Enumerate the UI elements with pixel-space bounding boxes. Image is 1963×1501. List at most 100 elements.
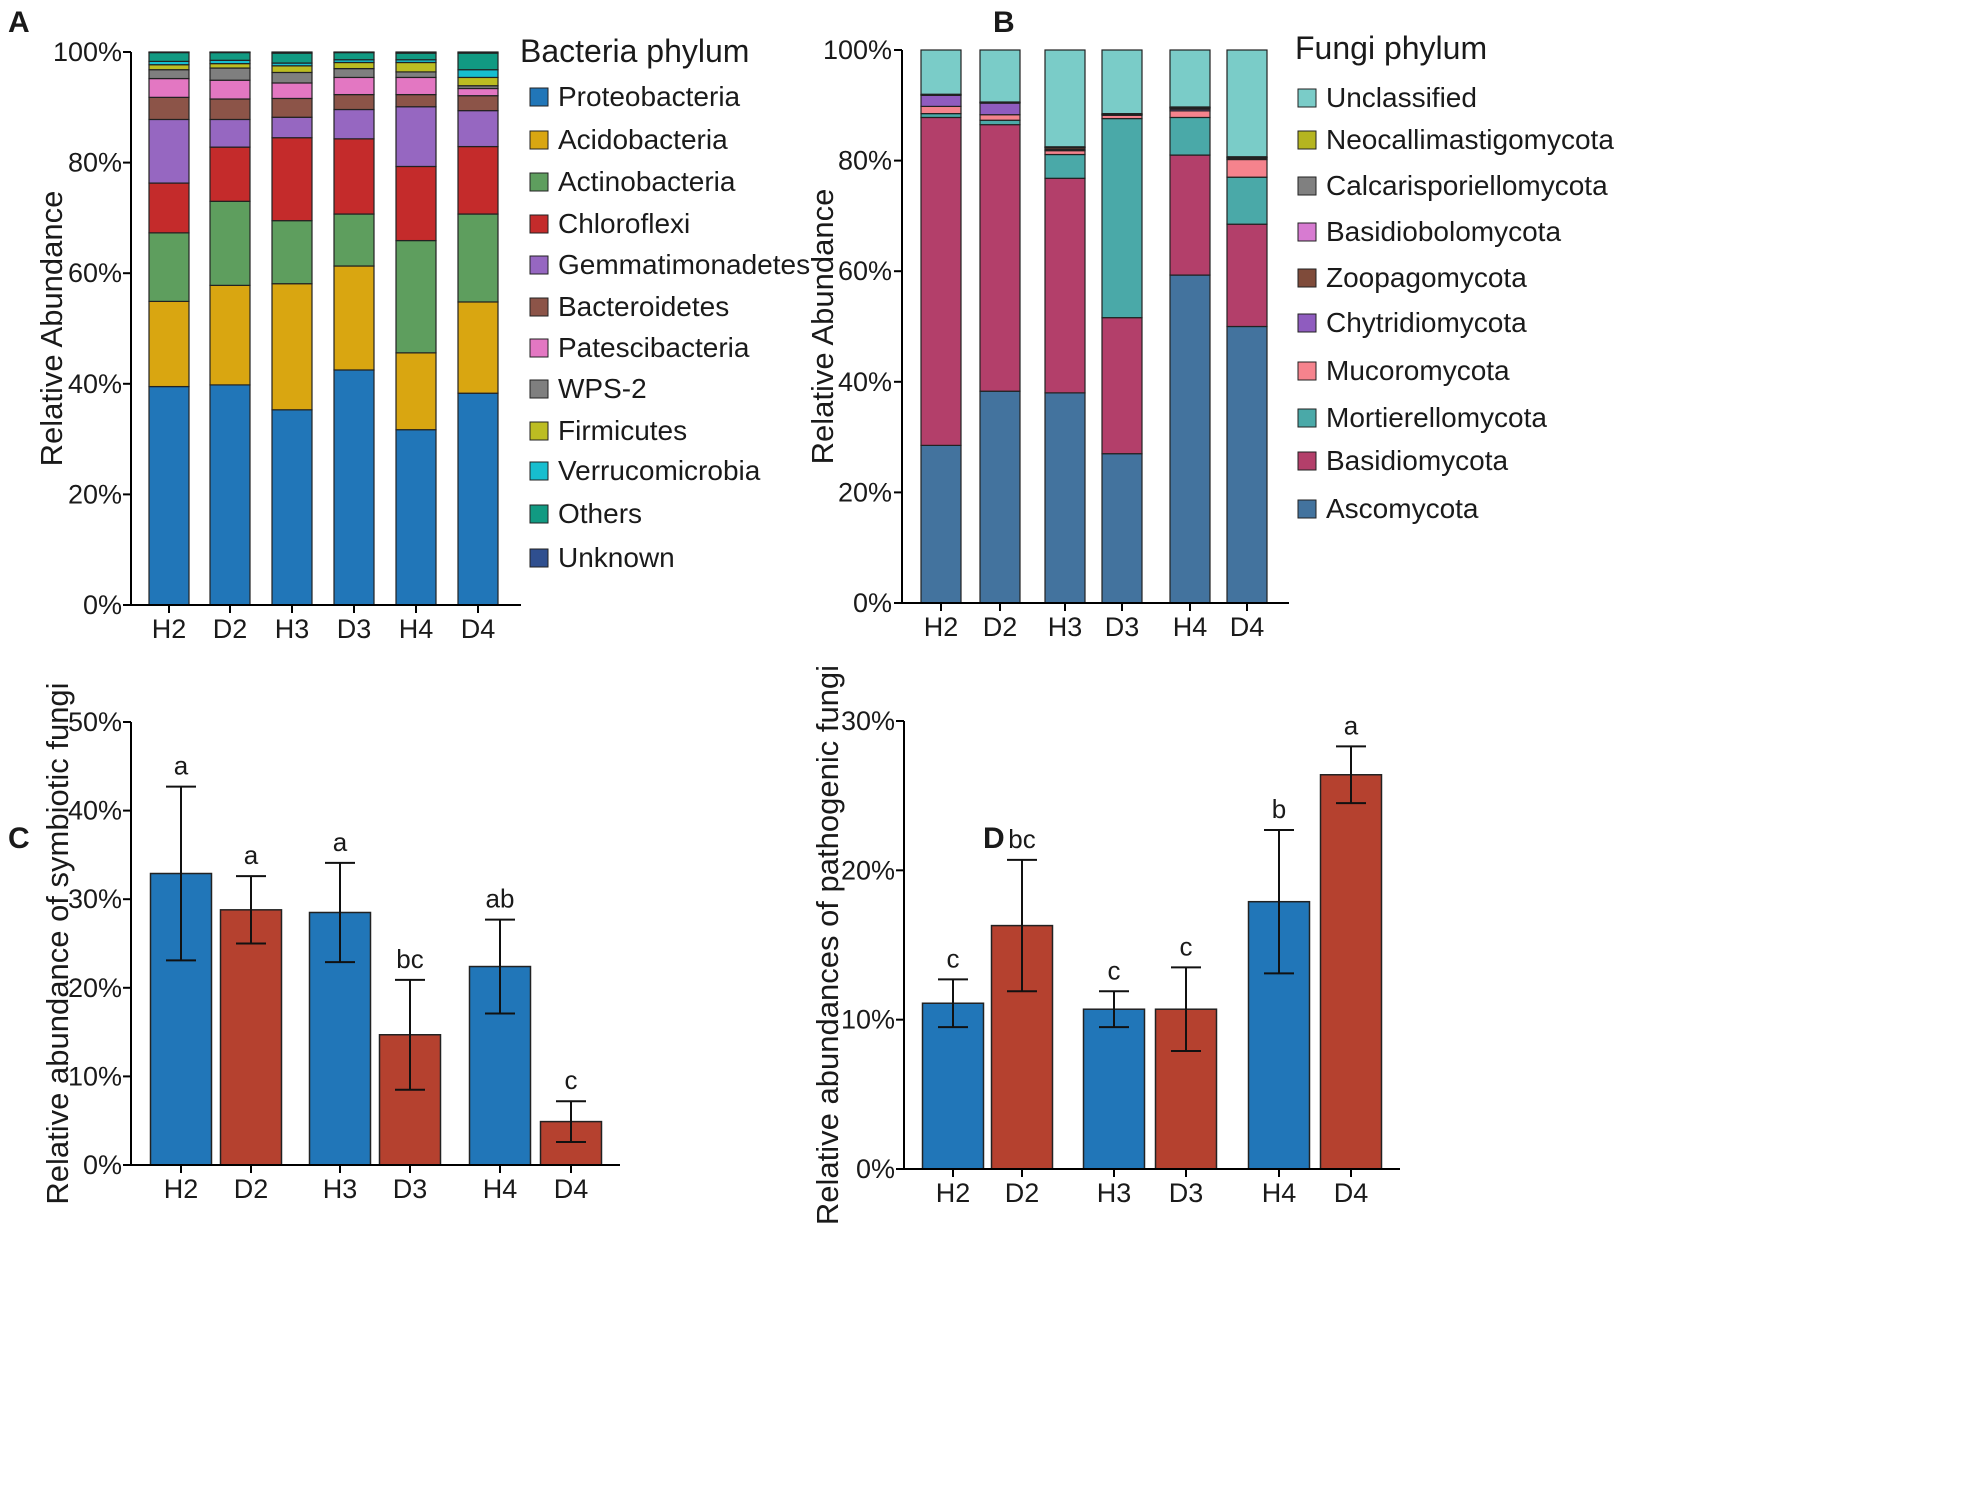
legend-label-chytridiomycota: Chytridiomycota	[1326, 307, 1527, 338]
legend-label-gemmatimonadetes: Gemmatimonadetes	[558, 249, 810, 280]
bar-segment-h2-proteobacteria	[148, 385, 190, 606]
bar-segment-d2-acidobacteria	[209, 284, 251, 386]
bar-segment-h2-actinobacteria	[148, 232, 190, 303]
error-bar-h4	[1264, 829, 1294, 975]
bar-segment-d2-mucoromycota	[979, 114, 1021, 121]
bar-segment-h2-chloroflexi	[148, 182, 190, 234]
y-axis-title: Relative Abundance	[805, 189, 840, 465]
error-bar-d3	[1171, 966, 1201, 1053]
significance-label-h4: ab	[486, 884, 515, 914]
bar-segment-d2-ascomycota	[979, 390, 1021, 604]
legend-swatch-ascomycota	[1297, 499, 1317, 519]
legend-swatch-acidobacteria	[529, 130, 549, 150]
y-tick-label: 30%	[68, 884, 122, 914]
bar-segment-d3-others	[333, 51, 375, 61]
y-tick-label: 40%	[68, 369, 122, 399]
y-tick-label: 60%	[838, 256, 892, 286]
x-tick-label-d4: D4	[461, 614, 496, 644]
bar-segment-d3-chloroflexi	[333, 138, 375, 215]
bar-segment-d2-gemmatimonadetes	[209, 118, 251, 148]
legend-label-verrucomicrobia: Verrucomicrobia	[558, 455, 761, 486]
legend-label-wps-2: WPS-2	[558, 373, 647, 404]
bar-segment-h2-unclassified	[920, 49, 962, 95]
x-tick-label-h2: H2	[164, 1174, 199, 1204]
bar-segment-d4-bacteroidetes	[457, 95, 499, 112]
bar-segment-d4-firmicutes	[457, 76, 499, 87]
bar-segment-d2-actinobacteria	[209, 200, 251, 286]
legend-label-patescibacteria: Patescibacteria	[558, 332, 750, 363]
legend-label-ascomycota: Ascomycota	[1326, 493, 1479, 524]
error-bar-d2	[1007, 858, 1037, 993]
legend-swatch-mortierellomycota	[1297, 408, 1317, 428]
legend-swatch-calcarisporiellomycota	[1297, 176, 1317, 196]
legend: Fungi phylum Ascomycota Basidiomycota Morti…	[1295, 30, 1614, 524]
y-tick-label: 100%	[823, 35, 892, 65]
bar-segment-h4-mortierellomycota	[1169, 116, 1211, 156]
bar-segment-d4-ascomycota	[1226, 325, 1268, 604]
bar-segment-h2-ascomycota	[920, 444, 962, 604]
y-tick-label: 80%	[68, 148, 122, 178]
bar-segment-d3-gemmatimonadetes	[333, 108, 375, 140]
x-tick-label-d4: D4	[554, 1174, 589, 1204]
bar-segment-h2-bacteroidetes	[148, 96, 190, 121]
error-bar-h2	[938, 978, 968, 1029]
significance-label-d2: a	[244, 840, 259, 870]
legend-title: Bacteria phylum	[520, 33, 749, 69]
legend-swatch-mucoromycota	[1297, 361, 1317, 381]
legend-label-actinobacteria: Actinobacteria	[558, 166, 736, 197]
legend-swatch-chytridiomycota	[1297, 313, 1317, 333]
bar-segment-d2-proteobacteria	[209, 384, 251, 606]
bar-segment-d3-acidobacteria	[333, 265, 375, 371]
bar-segment-h2-mucoromycota	[920, 105, 962, 115]
bar-d4	[1319, 774, 1383, 1170]
bar-segment-d3-patescibacteria	[333, 76, 375, 96]
y-tick-label: 10%	[841, 1005, 895, 1035]
x-tick-label-d3: D3	[393, 1174, 428, 1204]
legend-swatch-zoopagomycota	[1297, 268, 1317, 288]
error-bar-d2	[236, 875, 266, 945]
legend-label-zoopagomycota: Zoopagomycota	[1326, 262, 1527, 293]
bar-segment-d4-unknown	[457, 51, 499, 54]
x-tick-label-d3: D3	[1169, 1178, 1204, 1208]
legend-swatch-basidiomycota	[1297, 451, 1317, 471]
bar-segment-h2-basidiomycota	[920, 116, 962, 446]
bars: c bc c c b a	[921, 710, 1383, 1170]
legend-label-others: Others	[558, 498, 642, 529]
error-bar-d4	[1336, 745, 1366, 805]
legend-label-acidobacteria: Acidobacteria	[558, 124, 728, 155]
bar-segment-h3-wps-2	[271, 71, 313, 84]
bar-segment-d4-chloroflexi	[457, 145, 499, 215]
bar-segment-h4-chloroflexi	[395, 165, 437, 242]
bar-segment-d3-proteobacteria	[333, 369, 375, 606]
bar-segment-h4-others	[395, 52, 437, 61]
panel-letter-c: C	[8, 822, 30, 855]
panel-d-pathogenic-fungi-chart: c bc c c b a 0% 10% 20% 30% H2 D2 H3 D3 H4 D4 Relative a…	[810, 665, 1400, 1225]
bar-segment-h4-basidiomycota	[1169, 154, 1211, 276]
bar-segment-d3-firmicutes	[333, 61, 375, 70]
error-bar-h3	[325, 861, 355, 964]
bar-segment-h2-wps-2	[148, 69, 190, 80]
bar-segment-h3-patescibacteria	[271, 82, 313, 100]
x-tick-label-d3: D3	[337, 614, 372, 644]
bar-segment-h4-actinobacteria	[395, 239, 437, 354]
y-tick-label: 10%	[68, 1061, 122, 1091]
y-tick-label: 40%	[68, 796, 122, 826]
significance-label-d4: c	[565, 1065, 578, 1095]
legend-label-mucoromycota: Mucoromycota	[1326, 355, 1510, 386]
bar-segment-h4-ascomycota	[1169, 274, 1211, 604]
legend-swatch-bacteroidetes	[529, 297, 549, 317]
x-tick-label-h3: H3	[1048, 612, 1083, 642]
bar-segment-h4-bacteroidetes	[395, 93, 437, 108]
legend-swatch-neocallimastigomycota	[1297, 130, 1317, 150]
bar-segment-d3-unclassified	[1101, 49, 1143, 115]
bar-segment-h4-unclassified	[1169, 49, 1211, 108]
x-tick-label-d3: D3	[1105, 612, 1140, 642]
panel-b-fungi-phylum-chart: 0% 20% 40% 60% 80% 100% H2 D2 H3 D3 H4 D4 Relative A…	[805, 30, 1614, 642]
x-tick-label-d2: D2	[234, 1174, 269, 1204]
significance-label-d3: bc	[396, 944, 423, 974]
legend-label-calcarisporiellomycota: Calcarisporiellomycota	[1326, 170, 1608, 201]
x-tick-label-h3: H3	[323, 1174, 358, 1204]
bar-segment-h4-firmicutes	[395, 61, 437, 73]
